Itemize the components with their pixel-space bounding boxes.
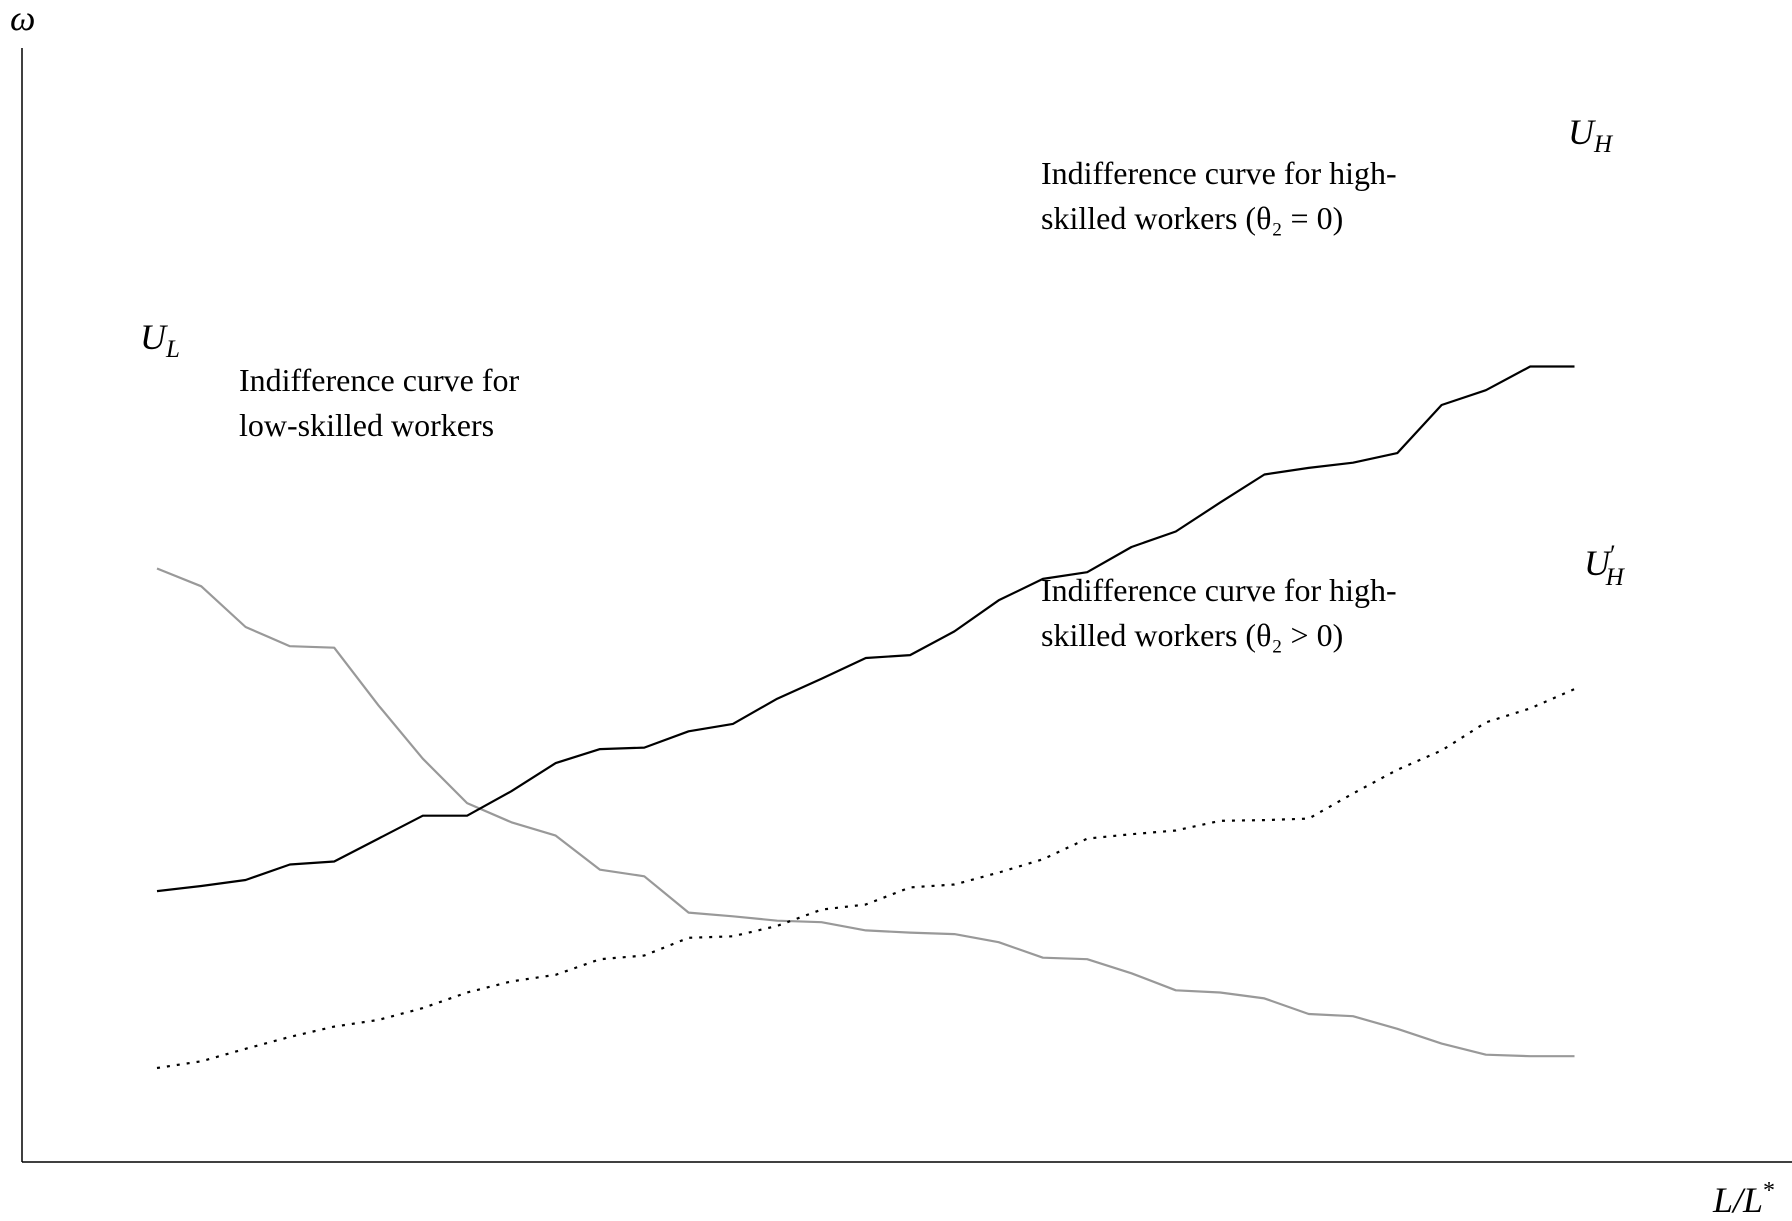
series-label-ul: UL [140, 317, 180, 363]
series-line-uh-prime [156, 688, 1575, 1070]
annotation-low-skilled: Indifference curve for low-skilled worke… [239, 362, 519, 443]
series-line-ul [156, 567, 1575, 1058]
svg-text:low-skilled workers: low-skilled workers [239, 407, 494, 443]
svg-text:Indifference curve for: Indifference curve for [239, 362, 519, 398]
x-axis-label: L/L* [1712, 1178, 1775, 1220]
svg-text:Indifference curve for high-: Indifference curve for high- [1041, 572, 1397, 608]
series-label-uh: UH [1568, 112, 1614, 158]
annotation-high-skilled-theta-zero: Indifference curve for high- skilled wor… [1041, 155, 1397, 236]
series-layer [156, 365, 1575, 1070]
series-label-uh-prime: U′ H [1584, 540, 1626, 591]
annotation-high-skilled-theta-positive: Indifference curve for high- skilled wor… [1041, 572, 1397, 653]
y-axis-label: ω [10, 0, 35, 38]
svg-text:skilled workers (θ₂ > 0): skilled workers (θ₂ > 0) [1041, 617, 1343, 653]
series-line-uh [156, 365, 1575, 893]
svg-text:Indifference curve for high-: Indifference curve for high- [1041, 155, 1397, 191]
svg-text:skilled workers (θ₂ = 0): skilled workers (θ₂ = 0) [1041, 200, 1343, 236]
